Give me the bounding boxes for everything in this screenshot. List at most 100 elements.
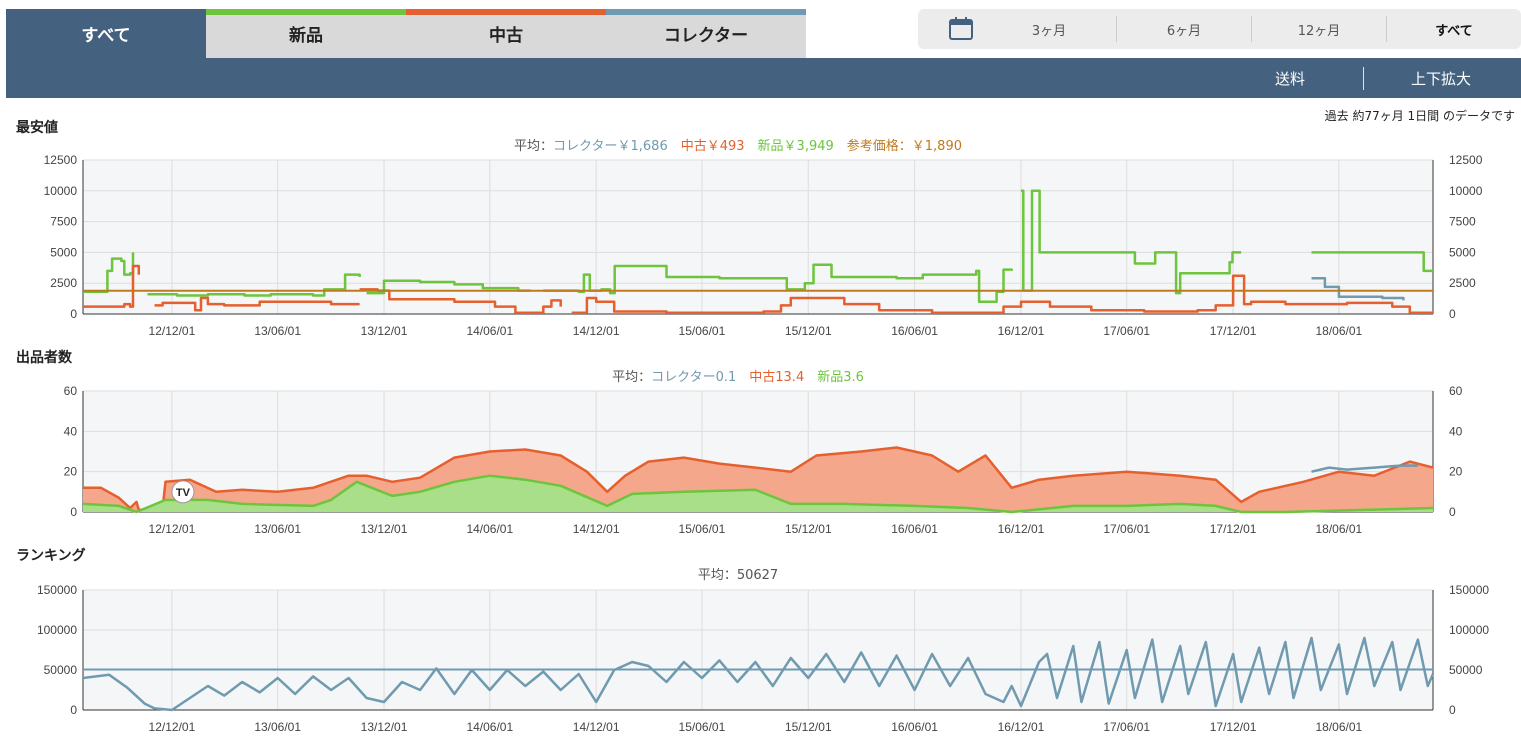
lowest-price-title: 最安値	[16, 120, 58, 136]
tab-all[interactable]: すべて	[6, 9, 206, 58]
lowest-series-line-used	[83, 264, 141, 308]
ranking-x-tick-label: 16/06/01	[891, 720, 938, 734]
zoom-vertical-button[interactable]: 上下拡大	[1410, 69, 1471, 88]
lowest-summary-item: 参考価格：￥1,890	[834, 138, 962, 154]
ranking-y-tick-label-right: 50000	[1449, 663, 1483, 677]
ranking-x-tick-label: 15/06/01	[679, 720, 726, 734]
sellers-y-tick-label-left: 60	[64, 384, 78, 398]
period-3m-button[interactable]: 3ヶ月	[1031, 23, 1067, 39]
sellers-y-tick-label-left: 0	[70, 505, 77, 519]
ranking-y-tick-label-left: 50000	[44, 663, 78, 677]
period-selector: 3ヶ月 6ヶ月 12ヶ月 すべて	[918, 9, 1521, 49]
lowest-y-tick-label-left: 5000	[50, 245, 77, 259]
ranking-x-tick-label: 14/06/01	[466, 720, 513, 734]
tab-new-label: 新品	[289, 26, 323, 46]
sellers-x-tick-label: 17/12/01	[1210, 522, 1257, 536]
ranking-x-tick-label: 14/12/01	[573, 720, 620, 734]
sellers-y-tick-label-left: 20	[64, 465, 78, 479]
sellers-x-tick-label: 13/06/01	[254, 522, 301, 536]
lowest-x-tick-label: 18/06/01	[1315, 324, 1362, 338]
lowest-y-tick-label-right: 12500	[1449, 153, 1483, 167]
sellers-x-tick-label: 17/06/01	[1103, 522, 1150, 536]
sellers-annotation-marker	[171, 480, 195, 504]
ranking-y-tick-label-right: 0	[1449, 703, 1456, 717]
tab-used-stripe	[406, 9, 606, 15]
lowest-summary-item: 新品￥3,949	[745, 138, 834, 154]
ranking-y-tick-label-left: 150000	[37, 583, 77, 597]
tab-new[interactable]: 新品	[206, 9, 406, 58]
lowest-y-tick-label-left: 0	[70, 307, 77, 321]
lowest-series-line-new	[147, 273, 361, 297]
sellers-y-tick-label-right: 0	[1449, 505, 1456, 519]
lowest-summary-item: 中古￥493	[668, 139, 745, 154]
sellers-y-tick-label-right: 40	[1449, 424, 1463, 438]
calendar-icon[interactable]	[948, 17, 974, 41]
ranking-series-line-rank	[82, 636, 1435, 712]
ranking-y-tick-label-right: 150000	[1449, 583, 1489, 597]
ranking-x-tick-label: 17/12/01	[1210, 720, 1257, 734]
ranking-y-tick-label-right: 100000	[1449, 623, 1489, 637]
ranking-x-tick-label: 15/12/01	[785, 720, 832, 734]
lowest-x-tick-label: 16/06/01	[891, 324, 938, 338]
lowest-plot-area	[83, 160, 1433, 314]
sellers-series-line-collector	[1311, 464, 1418, 473]
tab-used-label: 中古	[489, 26, 523, 46]
lowest-x-tick-label: 13/06/01	[254, 324, 301, 338]
period-12m-button[interactable]: 12ヶ月	[1251, 16, 1386, 42]
lowest-y-tick-label-right: 10000	[1449, 184, 1483, 198]
sellers-series-area-new	[83, 475, 1433, 512]
lowest-series-line-new	[366, 279, 531, 295]
lowest-series-line-used	[154, 296, 360, 312]
ranking-summary: 平均：50627	[698, 568, 778, 583]
tab-collector[interactable]: コレクター	[606, 9, 806, 58]
ranking-x-tick-label: 13/12/01	[361, 720, 408, 734]
lowest-y-tick-label-right: 5000	[1449, 245, 1476, 259]
ranking-x-tick-label: 13/06/01	[254, 720, 301, 734]
sellers-y-tick-label-right: 60	[1449, 384, 1463, 398]
tab-new-stripe	[206, 9, 406, 15]
sellers-y-tick-label-left: 40	[64, 424, 78, 438]
sellers-summary: 平均：コレクター0.1 中古13.4 新品3.6	[612, 369, 864, 385]
lowest-x-tick-label: 17/12/01	[1210, 324, 1257, 338]
sellers-x-tick-label: 18/06/01	[1315, 522, 1362, 536]
lowest-x-tick-label: 15/06/01	[679, 324, 726, 338]
sellers-y-tick-label-right: 20	[1449, 465, 1463, 479]
lowest-x-tick-label: 16/12/01	[998, 324, 1045, 338]
tab-collector-label: コレクター	[663, 26, 749, 46]
ranking-y-tick-label-left: 100000	[37, 623, 77, 637]
ranking-x-tick-label: 18/06/01	[1315, 720, 1362, 734]
lowest-y-tick-label-right: 2500	[1449, 276, 1476, 290]
lowest-series-line-collector	[1311, 277, 1405, 301]
ranking-summary-item: 平均：50627	[698, 568, 778, 583]
ranking-title: ランキング	[16, 548, 86, 564]
sellers-annotation-label: TV	[176, 487, 191, 499]
seller-count-title: 出品者数	[16, 350, 72, 366]
period-6m-button[interactable]: 6ヶ月	[1116, 16, 1251, 42]
sellers-summary-item: 中古13.4	[736, 370, 804, 385]
period-all-button[interactable]: すべて	[1386, 16, 1521, 42]
ranking-x-tick-label: 12/12/01	[149, 720, 196, 734]
ranking-x-tick-label: 16/12/01	[998, 720, 1045, 734]
tab-all-label: すべて	[81, 26, 131, 46]
sellers-x-tick-label: 15/06/01	[679, 522, 726, 536]
lowest-x-tick-label: 13/12/01	[361, 324, 408, 338]
sellers-x-tick-label: 14/06/01	[466, 522, 513, 536]
sellers-summary-item: 平均：	[612, 370, 651, 385]
lowest-summary: 平均：コレクター￥1,686 中古￥493 新品￥3,949 参考価格：￥1,8…	[514, 138, 962, 154]
sellers-x-tick-label: 16/06/01	[891, 522, 938, 536]
lowest-x-tick-label: 15/12/01	[785, 324, 832, 338]
lowest-y-tick-label-left: 12500	[44, 153, 78, 167]
lowest-y-tick-label-right: 0	[1449, 307, 1456, 321]
toolbar-divider	[1363, 67, 1364, 90]
lowest-summary-item: 平均：	[514, 139, 553, 154]
lowest-y-tick-label-right: 7500	[1449, 215, 1476, 229]
condition-tabs: すべて 新品 中古 コレクター	[6, 9, 806, 58]
sellers-x-tick-label: 15/12/01	[785, 522, 832, 536]
shipping-button[interactable]: 送料	[1274, 69, 1305, 88]
sellers-series-line-used_total	[83, 446, 1434, 512]
ranking-x-tick-label: 17/06/01	[1103, 720, 1150, 734]
ranking-plot-area	[83, 590, 1433, 710]
tab-used[interactable]: 中古	[406, 9, 606, 58]
tab-collector-stripe	[606, 9, 806, 15]
